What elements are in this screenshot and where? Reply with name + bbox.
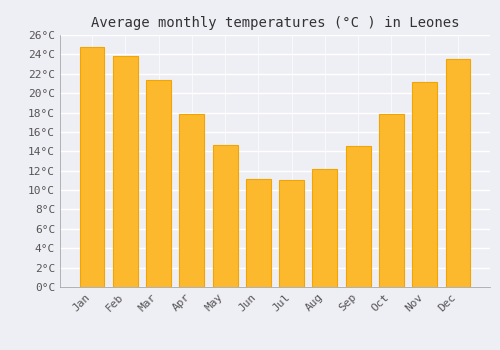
Bar: [279, 180, 304, 287]
Title: Average monthly temperatures (°C ) in Leones: Average monthly temperatures (°C ) in Le…: [91, 16, 459, 30]
Bar: [80, 47, 104, 287]
Bar: [146, 79, 171, 287]
Bar: [212, 145, 238, 287]
Bar: [312, 169, 338, 287]
Bar: [446, 59, 470, 287]
Bar: [246, 180, 271, 287]
Bar: [412, 83, 437, 287]
Bar: [379, 114, 404, 287]
Bar: [113, 56, 138, 287]
Bar: [180, 113, 204, 287]
Bar: [346, 146, 370, 287]
